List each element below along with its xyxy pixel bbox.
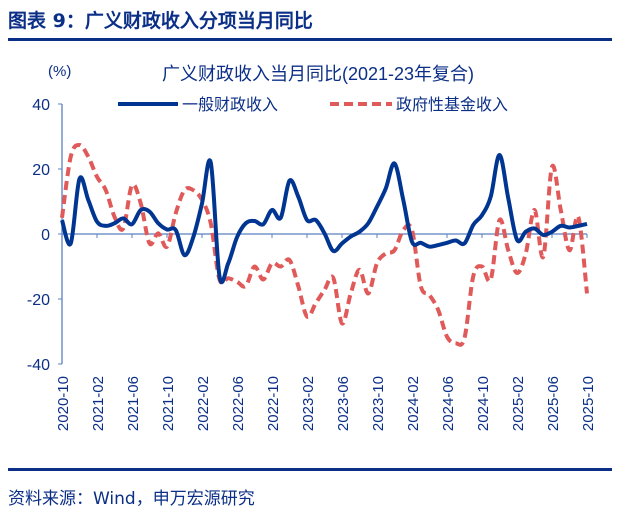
y-tick-label: 20 xyxy=(32,162,50,179)
x-tick-label: 2021-06 xyxy=(125,376,142,431)
x-tick-label: 2025-02 xyxy=(510,376,527,431)
legend-label-2: 政府性基金收入 xyxy=(396,96,508,114)
x-tick-label: 2025-10 xyxy=(580,376,597,431)
y-tick-label: 0 xyxy=(41,227,50,244)
x-tick-label: 2023-06 xyxy=(335,376,352,431)
chart-title: 广义财政收入当月同比(2021-23年复合) xyxy=(162,64,474,84)
x-tick-label: 2020-10 xyxy=(55,376,72,431)
y-tick-label: -20 xyxy=(27,292,50,309)
y-tick-label: 40 xyxy=(32,97,50,114)
source-note: 资料来源：Wind，申万宏源研究 xyxy=(8,489,255,509)
x-tick-label: 2022-02 xyxy=(195,376,212,431)
y-axis-unit: (%) xyxy=(48,63,71,80)
series-line-1 xyxy=(60,153,588,285)
footer-rule xyxy=(8,468,612,471)
figure-title: 图表 9：广义财政收入分项当月同比 xyxy=(8,10,313,32)
y-tick-label: -40 xyxy=(27,357,50,374)
x-tick-label: 2021-02 xyxy=(90,376,107,431)
series-line-2 xyxy=(60,142,589,347)
x-tick-label: 2024-10 xyxy=(475,376,492,431)
x-tick-label: 2023-02 xyxy=(300,376,317,431)
header-rule xyxy=(8,38,612,41)
x-tick-label: 2025-06 xyxy=(545,376,562,431)
x-tick-label: 2024-02 xyxy=(405,376,422,431)
x-tick-label: 2022-06 xyxy=(230,376,247,431)
x-tick-label: 2023-10 xyxy=(370,376,387,431)
x-tick-label: 2022-10 xyxy=(265,376,282,431)
x-tick-label: 2021-10 xyxy=(160,376,177,431)
x-tick-label: 2024-06 xyxy=(440,376,457,431)
legend-label-1: 一般财政收入 xyxy=(182,96,278,114)
